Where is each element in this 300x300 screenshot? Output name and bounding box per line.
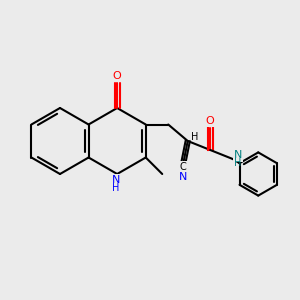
Text: H: H [112, 183, 119, 194]
Text: C: C [180, 161, 187, 172]
Text: N: N [234, 150, 242, 161]
Text: O: O [113, 71, 122, 81]
Text: O: O [206, 116, 214, 126]
Text: H: H [190, 131, 198, 142]
Text: H: H [234, 158, 242, 169]
Text: N: N [179, 172, 188, 182]
Text: N: N [112, 175, 120, 185]
